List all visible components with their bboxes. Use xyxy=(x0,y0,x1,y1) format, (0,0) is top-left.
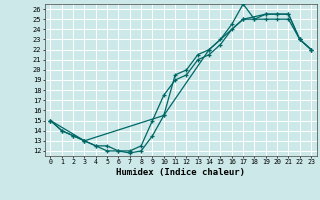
X-axis label: Humidex (Indice chaleur): Humidex (Indice chaleur) xyxy=(116,168,245,177)
